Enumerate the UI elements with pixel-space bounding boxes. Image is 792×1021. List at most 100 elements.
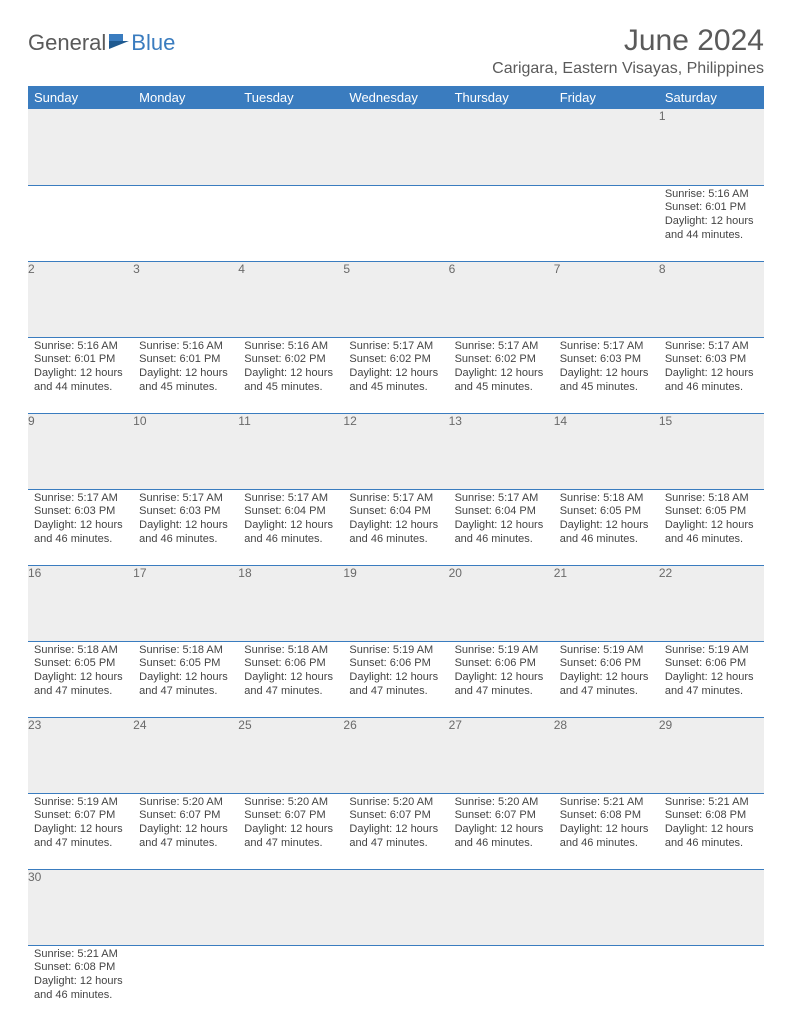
day2-text: and 47 minutes. <box>455 685 548 699</box>
day1-text: Daylight: 12 hours <box>665 215 758 229</box>
calendar-day-cell <box>659 945 764 1021</box>
sunrise-text: Sunrise: 5:18 AM <box>665 492 758 506</box>
day-number-cell <box>238 109 343 185</box>
sunrise-text: Sunrise: 5:17 AM <box>349 340 442 354</box>
sunrise-text: Sunrise: 5:20 AM <box>349 796 442 810</box>
day2-text: and 44 minutes. <box>34 381 127 395</box>
weekday-header: Saturday <box>659 86 764 109</box>
sunrise-text: Sunrise: 5:17 AM <box>34 492 127 506</box>
day2-text: and 47 minutes. <box>244 837 337 851</box>
calendar-week-row: Sunrise: 5:21 AMSunset: 6:08 PMDaylight:… <box>28 945 764 1021</box>
sunrise-text: Sunrise: 5:17 AM <box>244 492 337 506</box>
calendar-day-cell: Sunrise: 5:17 AMSunset: 6:04 PMDaylight:… <box>238 489 343 565</box>
sunrise-text: Sunrise: 5:21 AM <box>34 948 127 962</box>
day1-text: Daylight: 12 hours <box>560 671 653 685</box>
day2-text: and 46 minutes. <box>34 533 127 547</box>
calendar-day-cell: Sunrise: 5:21 AMSunset: 6:08 PMDaylight:… <box>28 945 133 1021</box>
sunset-text: Sunset: 6:04 PM <box>349 505 442 519</box>
day-number-cell <box>133 869 238 945</box>
calendar-day-cell: Sunrise: 5:19 AMSunset: 6:06 PMDaylight:… <box>343 641 448 717</box>
day-number-cell <box>449 109 554 185</box>
sunrise-text: Sunrise: 5:16 AM <box>665 188 758 202</box>
day2-text: and 47 minutes. <box>349 685 442 699</box>
weekday-header: Tuesday <box>238 86 343 109</box>
day2-text: and 45 minutes. <box>244 381 337 395</box>
day1-text: Daylight: 12 hours <box>139 823 232 837</box>
flag-icon <box>108 30 130 56</box>
day-number-cell: 23 <box>28 717 133 793</box>
calendar-day-cell: Sunrise: 5:18 AMSunset: 6:05 PMDaylight:… <box>659 489 764 565</box>
sunrise-text: Sunrise: 5:17 AM <box>139 492 232 506</box>
day1-text: Daylight: 12 hours <box>455 671 548 685</box>
day2-text: and 46 minutes. <box>665 533 758 547</box>
sunset-text: Sunset: 6:08 PM <box>34 961 127 975</box>
day1-text: Daylight: 12 hours <box>665 823 758 837</box>
sunset-text: Sunset: 6:07 PM <box>244 809 337 823</box>
calendar-week-row: Sunrise: 5:18 AMSunset: 6:05 PMDaylight:… <box>28 641 764 717</box>
calendar-day-cell: Sunrise: 5:18 AMSunset: 6:05 PMDaylight:… <box>554 489 659 565</box>
day-number-row: 16171819202122 <box>28 565 764 641</box>
calendar-day-cell: Sunrise: 5:17 AMSunset: 6:04 PMDaylight:… <box>343 489 448 565</box>
calendar-day-cell: Sunrise: 5:17 AMSunset: 6:03 PMDaylight:… <box>28 489 133 565</box>
day-number-cell: 8 <box>659 261 764 337</box>
day2-text: and 44 minutes. <box>665 229 758 243</box>
calendar-day-cell: Sunrise: 5:19 AMSunset: 6:06 PMDaylight:… <box>449 641 554 717</box>
calendar-table: Sunday Monday Tuesday Wednesday Thursday… <box>28 86 764 1021</box>
sunset-text: Sunset: 6:06 PM <box>560 657 653 671</box>
day-number-cell: 2 <box>28 261 133 337</box>
sunrise-text: Sunrise: 5:18 AM <box>560 492 653 506</box>
day2-text: and 46 minutes. <box>560 533 653 547</box>
day1-text: Daylight: 12 hours <box>349 823 442 837</box>
calendar-day-cell <box>133 185 238 261</box>
weekday-header: Wednesday <box>343 86 448 109</box>
day2-text: and 47 minutes. <box>349 837 442 851</box>
day1-text: Daylight: 12 hours <box>139 367 232 381</box>
calendar-day-cell: Sunrise: 5:17 AMSunset: 6:02 PMDaylight:… <box>449 337 554 413</box>
day-number-cell <box>659 869 764 945</box>
calendar-day-cell <box>28 185 133 261</box>
day-number-cell: 1 <box>659 109 764 185</box>
calendar-day-cell: Sunrise: 5:20 AMSunset: 6:07 PMDaylight:… <box>238 793 343 869</box>
day1-text: Daylight: 12 hours <box>34 671 127 685</box>
day2-text: and 46 minutes. <box>455 837 548 851</box>
calendar-day-cell <box>343 185 448 261</box>
day1-text: Daylight: 12 hours <box>139 519 232 533</box>
day-number-cell <box>238 869 343 945</box>
day-number-cell <box>449 869 554 945</box>
sunrise-text: Sunrise: 5:17 AM <box>665 340 758 354</box>
sunset-text: Sunset: 6:03 PM <box>139 505 232 519</box>
calendar-day-cell: Sunrise: 5:16 AMSunset: 6:01 PMDaylight:… <box>28 337 133 413</box>
day-number-cell: 4 <box>238 261 343 337</box>
sunrise-text: Sunrise: 5:19 AM <box>34 796 127 810</box>
sunset-text: Sunset: 6:03 PM <box>665 353 758 367</box>
calendar-day-cell: Sunrise: 5:17 AMSunset: 6:04 PMDaylight:… <box>449 489 554 565</box>
day1-text: Daylight: 12 hours <box>244 823 337 837</box>
day1-text: Daylight: 12 hours <box>560 367 653 381</box>
day2-text: and 46 minutes. <box>139 533 232 547</box>
sunrise-text: Sunrise: 5:16 AM <box>34 340 127 354</box>
calendar-day-cell: Sunrise: 5:19 AMSunset: 6:06 PMDaylight:… <box>659 641 764 717</box>
day2-text: and 45 minutes. <box>455 381 548 395</box>
calendar-day-cell: Sunrise: 5:17 AMSunset: 6:02 PMDaylight:… <box>343 337 448 413</box>
day1-text: Daylight: 12 hours <box>244 519 337 533</box>
sunset-text: Sunset: 6:05 PM <box>139 657 232 671</box>
day-number-cell: 27 <box>449 717 554 793</box>
sunset-text: Sunset: 6:06 PM <box>455 657 548 671</box>
day-number-cell <box>133 109 238 185</box>
day-number-cell: 10 <box>133 413 238 489</box>
calendar-day-cell: Sunrise: 5:16 AMSunset: 6:02 PMDaylight:… <box>238 337 343 413</box>
day2-text: and 46 minutes. <box>244 533 337 547</box>
day-number-cell <box>343 869 448 945</box>
day-number-row: 30 <box>28 869 764 945</box>
sunset-text: Sunset: 6:07 PM <box>34 809 127 823</box>
day1-text: Daylight: 12 hours <box>34 367 127 381</box>
sunset-text: Sunset: 6:03 PM <box>560 353 653 367</box>
calendar-day-cell: Sunrise: 5:16 AMSunset: 6:01 PMDaylight:… <box>133 337 238 413</box>
brand-logo: General Blue <box>28 30 175 56</box>
sunset-text: Sunset: 6:04 PM <box>455 505 548 519</box>
sunrise-text: Sunrise: 5:17 AM <box>560 340 653 354</box>
sunset-text: Sunset: 6:06 PM <box>665 657 758 671</box>
day-number-cell: 26 <box>343 717 448 793</box>
day2-text: and 47 minutes. <box>139 685 232 699</box>
day1-text: Daylight: 12 hours <box>349 367 442 381</box>
